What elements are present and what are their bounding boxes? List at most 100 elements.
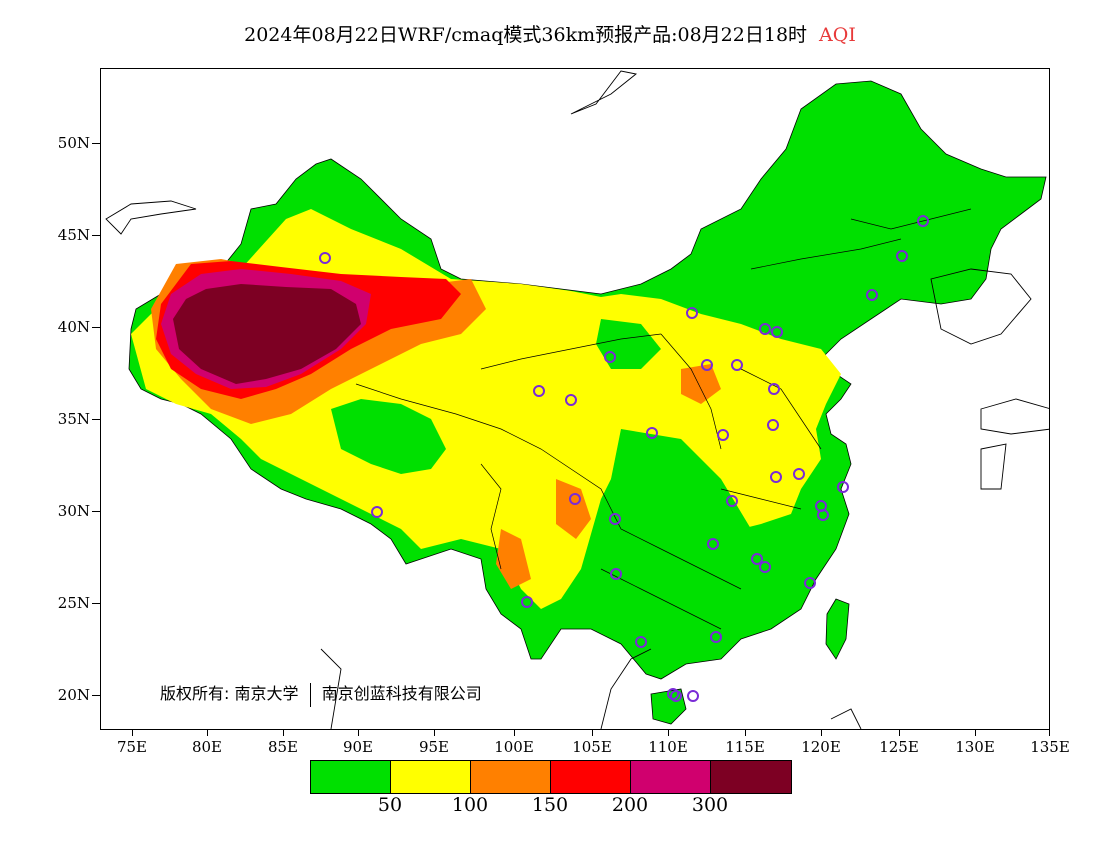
copyright-prefix: 版权所有: xyxy=(160,684,230,703)
x-label-95e: 95E xyxy=(418,738,450,756)
legend-label-50: 50 xyxy=(377,794,403,816)
station-marker xyxy=(687,690,699,702)
station-marker xyxy=(770,471,782,483)
x-tick xyxy=(132,730,133,736)
aqi-zone-hazardous xyxy=(173,284,361,384)
x-label-130e: 130E xyxy=(955,738,995,756)
legend-swatch-hazardous xyxy=(711,761,791,793)
x-tick xyxy=(745,730,746,736)
y-label-50n: 50N xyxy=(57,134,90,152)
station-marker xyxy=(896,250,908,262)
station-marker xyxy=(635,636,647,648)
copyright-org-1: 南京大学 xyxy=(234,684,299,703)
station-marker xyxy=(866,289,878,301)
station-marker xyxy=(731,359,743,371)
station-marker xyxy=(793,468,805,480)
legend-swatch-very-unhealthy xyxy=(631,761,711,793)
legend-label-200: 200 xyxy=(611,794,649,816)
station-marker xyxy=(701,359,713,371)
station-marker xyxy=(569,493,581,505)
station-marker xyxy=(667,688,679,700)
aqi-zone-orange xyxy=(681,364,721,404)
legend-label-100: 100 xyxy=(451,794,489,816)
x-label-100e: 100E xyxy=(494,738,534,756)
station-marker xyxy=(707,538,719,550)
station-marker xyxy=(768,383,780,395)
station-marker xyxy=(319,252,331,264)
x-tick xyxy=(592,730,593,736)
copyright-org-2: 南京创蓝科技有限公司 xyxy=(321,684,482,703)
station-marker xyxy=(646,427,658,439)
y-tick xyxy=(92,419,100,420)
y-tick xyxy=(92,143,100,144)
x-tick xyxy=(207,730,208,736)
x-tick xyxy=(1049,730,1050,736)
station-marker xyxy=(759,323,771,335)
x-tick xyxy=(283,730,284,736)
x-label-135e: 135E xyxy=(1030,738,1070,756)
taiwan-island xyxy=(825,598,850,660)
x-label-75e: 75E xyxy=(116,738,148,756)
y-label-25n: 25N xyxy=(57,594,90,612)
x-tick xyxy=(899,730,900,736)
x-label-90e: 90E xyxy=(342,738,374,756)
station-marker xyxy=(610,568,622,580)
copyright-notice: 版权所有: 南京大学 南京创蓝科技有限公司 xyxy=(160,680,482,707)
legend-swatch-unhealthy xyxy=(551,761,631,793)
title-variable: AQI xyxy=(819,24,856,46)
y-tick xyxy=(92,603,100,604)
legend-swatch-sensitive xyxy=(471,761,551,793)
station-marker xyxy=(717,429,729,441)
y-tick xyxy=(92,327,100,328)
station-marker xyxy=(751,553,763,565)
station-marker xyxy=(686,307,698,319)
station-marker xyxy=(771,326,783,338)
station-marker xyxy=(565,394,577,406)
x-label-110e: 110E xyxy=(648,738,688,756)
station-marker xyxy=(371,506,383,518)
station-marker xyxy=(804,577,816,589)
x-tick xyxy=(358,730,359,736)
station-marker xyxy=(817,509,829,521)
y-tick xyxy=(92,235,100,236)
aqi-zone-good-patch xyxy=(331,399,446,474)
color-legend xyxy=(310,760,792,794)
x-label-85e: 85E xyxy=(267,738,299,756)
x-tick xyxy=(821,730,822,736)
station-marker xyxy=(759,561,771,573)
legend-label-150: 150 xyxy=(531,794,569,816)
station-marker xyxy=(837,481,849,493)
y-label-35n: 35N xyxy=(57,410,90,428)
y-label-45n: 45N xyxy=(57,226,90,244)
station-marker xyxy=(726,495,738,507)
x-label-125e: 125E xyxy=(879,738,919,756)
copyright-divider xyxy=(309,682,311,707)
x-label-105e: 105E xyxy=(572,738,612,756)
legend-label-300: 300 xyxy=(691,794,729,816)
x-tick xyxy=(668,730,669,736)
legend-swatch-moderate xyxy=(391,761,471,793)
legend-swatch-good xyxy=(311,761,391,793)
aqi-zone-orange xyxy=(556,479,591,539)
y-label-20n: 20N xyxy=(57,686,90,704)
aqi-zone-good-patch xyxy=(596,319,661,369)
title-main: 2024年08月22日WRF/cmaq模式36km预报产品:08月22日18时 xyxy=(244,24,808,46)
y-label-30n: 30N xyxy=(57,502,90,520)
monitoring-stations xyxy=(319,215,929,702)
x-tick xyxy=(975,730,976,736)
y-label-40n: 40N xyxy=(57,318,90,336)
station-marker xyxy=(521,596,533,608)
y-tick xyxy=(92,511,100,512)
station-marker xyxy=(710,631,722,643)
province-boundaries xyxy=(355,208,972,630)
station-marker xyxy=(767,419,779,431)
aqi-zone-good-patch xyxy=(611,429,751,569)
x-label-80e: 80E xyxy=(191,738,223,756)
station-marker xyxy=(609,513,621,525)
aqi-map xyxy=(105,70,1049,729)
station-marker xyxy=(533,385,545,397)
x-tick xyxy=(434,730,435,736)
x-tick xyxy=(514,730,515,736)
x-label-115e: 115E xyxy=(725,738,765,756)
map-title: 2024年08月22日WRF/cmaq模式36km预报产品:08月22日18时 A… xyxy=(0,20,1100,47)
